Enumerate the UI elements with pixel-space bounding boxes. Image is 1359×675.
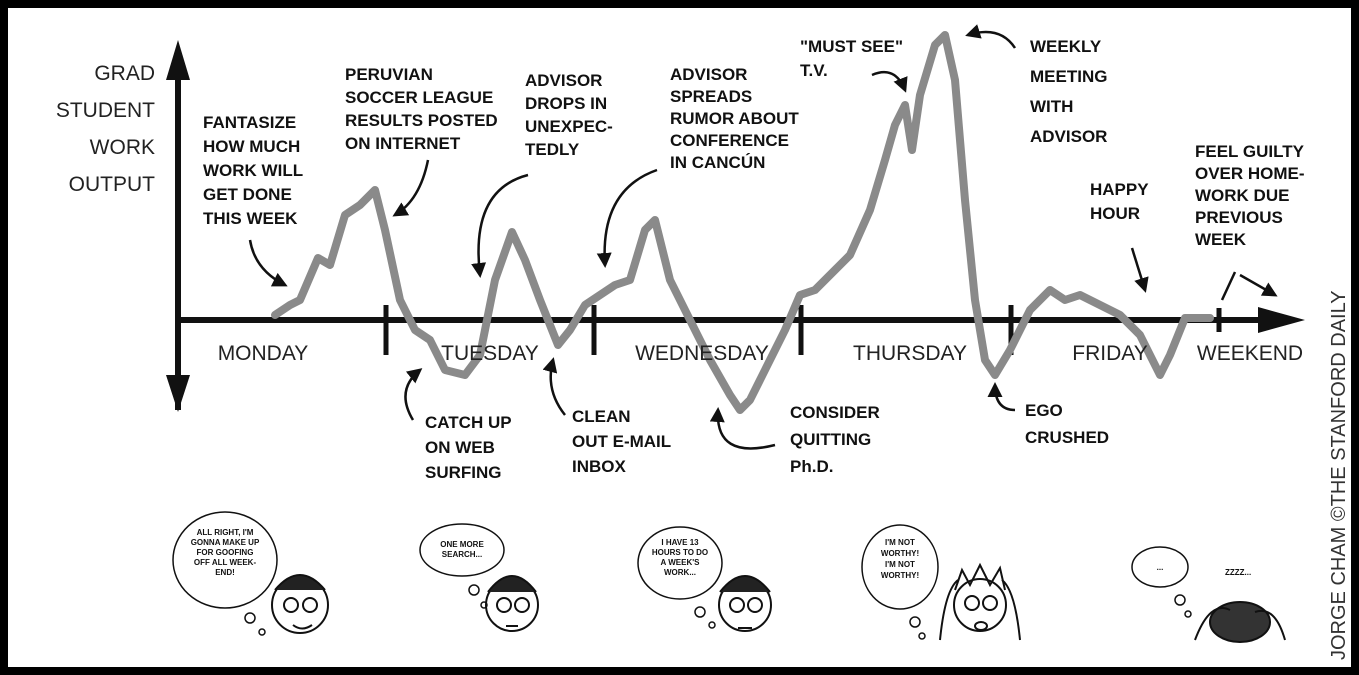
annotation: "MUST SEE" [800, 37, 903, 56]
annotation: ON INTERNET [345, 134, 461, 153]
credit: JORGE CHAM ©THE STANFORD DAILY [1328, 290, 1350, 660]
annotation: MEETING [1030, 67, 1107, 86]
annotation: CRUSHED [1025, 428, 1109, 447]
annotation: INBOX [572, 457, 627, 476]
annotation: OVER HOME- [1195, 164, 1305, 183]
day-label: MONDAY [218, 342, 309, 365]
annotation: RUMOR ABOUT [670, 109, 799, 128]
y-axis-label: STUDENT [56, 99, 155, 122]
annotation: SPREADS [670, 87, 752, 106]
thought-text: A WEEK'S [661, 558, 701, 567]
annotation: GET DONE [203, 185, 292, 204]
thought-text: END! [215, 568, 235, 577]
thought-text: ALL RIGHT, I'M [197, 528, 254, 537]
annotation: OUT E-MAIL [572, 432, 671, 451]
thought-text: FOR GOOFING [197, 548, 254, 557]
thought-text: WORK... [664, 568, 696, 577]
thought-text: SEARCH... [442, 550, 482, 559]
annotation: IN CANCÚN [670, 153, 765, 172]
annotation: HAPPY [1090, 180, 1149, 199]
annotation: HOUR [1090, 204, 1140, 223]
y-axis-label: OUTPUT [69, 173, 156, 196]
day-label: WEEKEND [1197, 342, 1303, 365]
thought-text: I'M NOT [885, 560, 915, 569]
annotation: PERUVIAN [345, 65, 433, 84]
annotation: Ph.D. [790, 457, 833, 476]
thought-text: WORTHY! [881, 571, 919, 580]
annotation: ADVISOR [525, 71, 602, 90]
annotation: WORK DUE [1195, 186, 1289, 205]
annotation: FANTASIZE [203, 113, 296, 132]
thought-text: OFF ALL WEEK- [194, 558, 257, 567]
thought-text: GONNA MAKE UP [191, 538, 260, 547]
annotation: WORK WILL [203, 161, 303, 180]
annotation: ON WEB [425, 438, 495, 457]
y-axis-label: GRAD [94, 62, 155, 85]
annotation: SOCCER LEAGUE [345, 88, 493, 107]
thought-text: HOURS TO DO [652, 548, 708, 557]
day-label: TUESDAY [441, 342, 539, 365]
day-label: FRIDAY [1072, 342, 1147, 365]
annotation: CLEAN [572, 407, 631, 426]
annotation: CONFERENCE [670, 131, 789, 150]
thought-text: WORTHY! [881, 549, 919, 558]
annotation: PREVIOUS [1195, 208, 1283, 227]
thought-text: I'M NOT [885, 538, 915, 547]
annotation: WITH [1030, 97, 1073, 116]
thought-text: ... [1157, 563, 1164, 572]
annotation: T.V. [800, 61, 828, 80]
annotation: EGO [1025, 401, 1063, 420]
annotation: WEEKLY [1030, 37, 1102, 56]
annotation: SURFING [425, 463, 502, 482]
thought-text: I HAVE 13 [661, 538, 699, 547]
annotation: WEEK [1195, 230, 1247, 249]
thought-text: ONE MORE [440, 540, 484, 549]
annotation: HOW MUCH [203, 137, 300, 156]
annotation: CATCH UP [425, 413, 512, 432]
day-label: WEDNESDAY [635, 342, 769, 365]
y-axis-label: WORK [90, 136, 155, 159]
annotation: FEEL GUILTY [1195, 142, 1305, 161]
snore: ZZZZ... [1225, 568, 1251, 577]
annotation: RESULTS POSTED [345, 111, 498, 130]
comic: GRAD STUDENT WORK OUTPUT MONDAY TUESDAY WEDNES… [0, 0, 1359, 675]
annotation: ADVISOR [670, 65, 747, 84]
annotation: THIS WEEK [203, 209, 298, 228]
annotation: DROPS IN [525, 94, 607, 113]
annotation: TEDLY [525, 140, 580, 159]
day-label: THURSDAY [853, 342, 967, 365]
annotation: CONSIDER [790, 403, 880, 422]
annotation: ADVISOR [1030, 127, 1107, 146]
annotation: QUITTING [790, 430, 871, 449]
annotation: UNEXPEC- [525, 117, 613, 136]
